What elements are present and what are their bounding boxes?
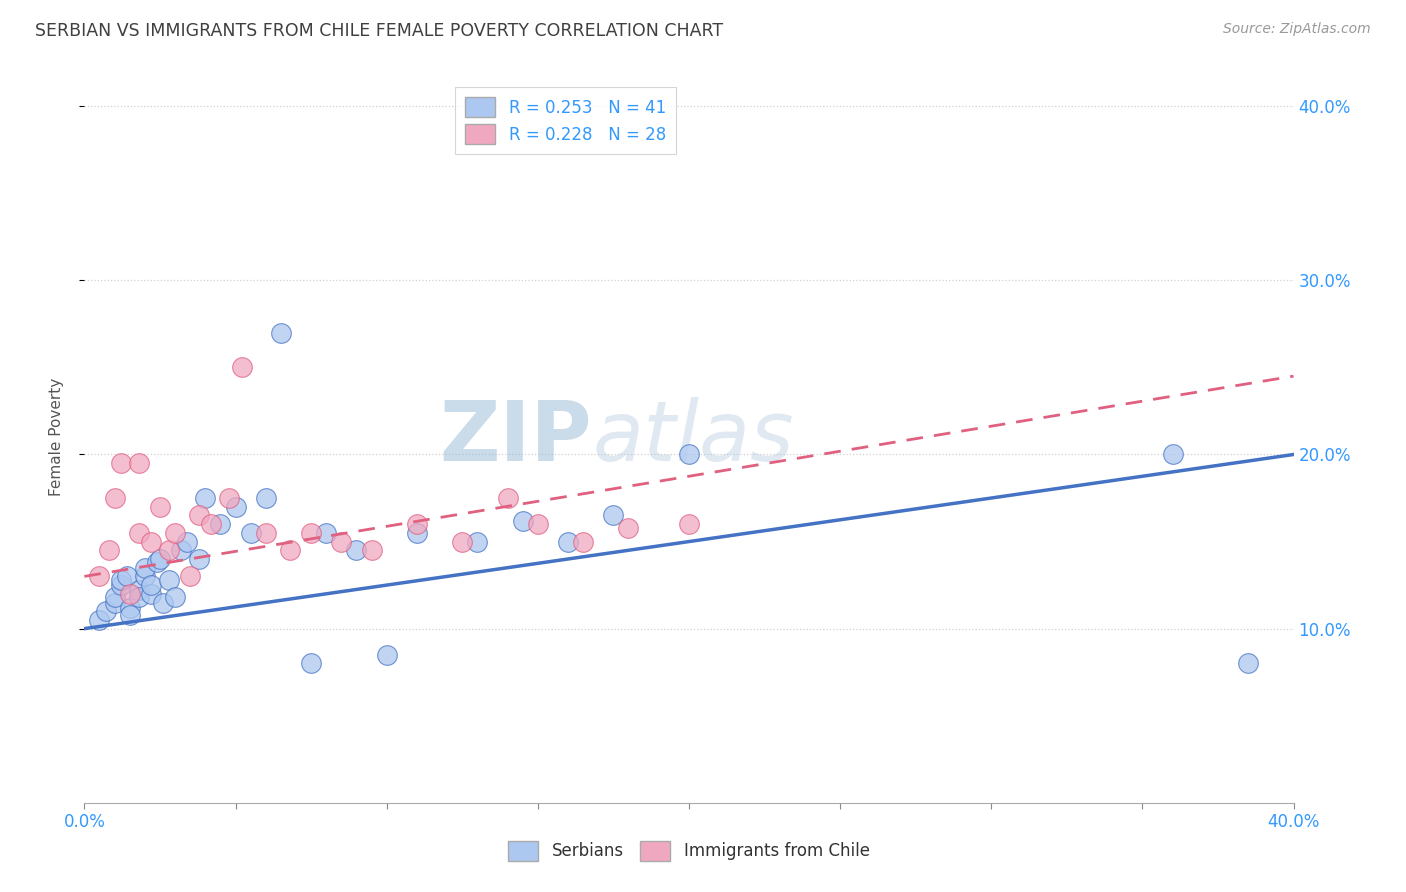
Point [527,517,550,532]
Point [188,508,211,523]
Text: SERBIAN VS IMMIGRANTS FROM CHILE FEMALE POVERTY CORRELATION CHART: SERBIAN VS IMMIGRANTS FROM CHILE FEMALE … [35,22,723,40]
Point [254,491,277,505]
Point [110,578,132,592]
Point [176,534,198,549]
Point [149,552,172,566]
Point [139,534,162,549]
Point [115,569,138,583]
Point [278,543,301,558]
Point [496,491,519,505]
Point [1161,448,1184,462]
Point [157,573,180,587]
Point [451,534,474,549]
Point [467,534,489,549]
Point [602,508,624,523]
Point [170,543,193,558]
Y-axis label: Female Poverty: Female Poverty [49,378,63,496]
Point [406,525,429,540]
Point [146,556,169,570]
Point [209,517,232,532]
Point [315,525,337,540]
Point [194,491,217,505]
Point [118,607,141,622]
Point [299,525,322,540]
Point [89,569,111,583]
Point [179,569,201,583]
Point [617,521,640,535]
Text: atlas: atlas [592,397,794,477]
Point [678,448,700,462]
Point [218,491,240,505]
Point [406,517,429,532]
Point [104,491,127,505]
Point [128,525,150,540]
Point [165,525,187,540]
Point [375,648,398,662]
Point [188,552,211,566]
Text: ZIP: ZIP [440,397,592,477]
Point [128,591,150,605]
Point [270,326,292,340]
Point [94,604,117,618]
Point [165,591,187,605]
Point [128,583,150,598]
Point [239,525,262,540]
Point [157,543,180,558]
Legend: Serbians, Immigrants from Chile: Serbians, Immigrants from Chile [502,834,876,868]
Point [1237,657,1260,671]
Point [231,360,253,375]
Point [678,517,700,532]
Point [118,600,141,615]
Point [97,543,120,558]
Point [299,657,322,671]
Point [118,587,141,601]
Point [557,534,579,549]
Point [572,534,595,549]
Point [149,500,172,514]
Point [104,591,127,605]
Point [110,456,132,470]
Point [360,543,382,558]
Point [139,587,162,601]
Point [254,525,277,540]
Point [512,514,534,528]
Point [152,595,174,609]
Point [200,517,222,532]
Point [128,456,150,470]
Text: Source: ZipAtlas.com: Source: ZipAtlas.com [1223,22,1371,37]
Point [89,613,111,627]
Point [330,534,353,549]
Point [346,543,368,558]
Point [139,578,162,592]
Point [110,573,132,587]
Point [225,500,247,514]
Point [134,569,156,583]
Point [104,595,127,609]
Point [134,560,156,574]
